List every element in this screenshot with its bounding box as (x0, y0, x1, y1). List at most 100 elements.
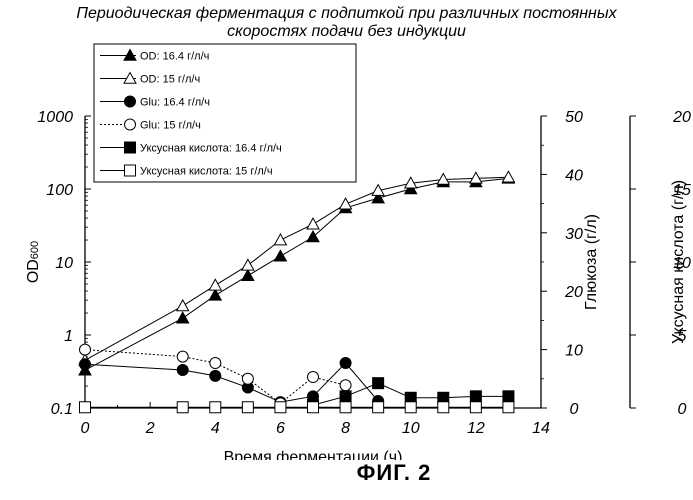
data-point (338, 197, 353, 210)
chart-title-line2: скоростях подачи без индукции (227, 23, 466, 40)
y-left-tick-label: 0.1 (51, 401, 73, 418)
data-point (176, 350, 189, 363)
x-axis-label: Время ферментации (ч) (224, 449, 403, 460)
y-left-tick-label: 1 (64, 328, 73, 345)
data-point (339, 390, 352, 403)
legend-marker (123, 71, 137, 84)
data-point (437, 401, 450, 414)
y-right2-tick-label: 10 (673, 255, 691, 272)
x-tick-label: 2 (145, 420, 155, 437)
data-point (404, 401, 417, 414)
data-point (209, 357, 222, 370)
data-point (208, 278, 223, 291)
data-point (339, 379, 352, 392)
x-tick-label: 14 (532, 420, 550, 437)
y-left-tick-label: 1000 (37, 109, 73, 126)
data-point (372, 401, 385, 414)
y-left-axis-label-sub: 600 (29, 241, 41, 259)
data-point (469, 171, 483, 184)
data-point (501, 170, 516, 183)
data-point (371, 183, 385, 196)
data-point (241, 401, 254, 414)
data-point (175, 311, 190, 324)
series-3 (79, 343, 352, 410)
data-point (371, 191, 385, 204)
y-right1-axis-label: Глюкоза (г/л) (583, 214, 600, 310)
legend-entry-label: OD: 16.4 г/л/ч (140, 51, 209, 63)
y-left-tick-label: 10 (55, 255, 73, 272)
x-tick-label: 12 (467, 420, 485, 437)
x-tick-label: 4 (211, 420, 220, 437)
y-left-axis-label: OD600 (25, 241, 42, 283)
data-point (306, 217, 320, 230)
data-point (208, 288, 223, 301)
y-right1-tick-label: 20 (564, 284, 583, 301)
x-tick-label: 10 (402, 420, 420, 437)
data-point (436, 172, 451, 185)
y-left-tick-label: 100 (46, 182, 73, 199)
legend-marker (124, 164, 136, 177)
series-2 (79, 357, 385, 409)
chart-marks (78, 170, 516, 414)
data-point (79, 343, 91, 356)
chart-axes: 0 2 4 6 8 10 12 14 0.1 1 10 100 1000 0 10 20 30 40 50 0 5 10 1… (25, 109, 691, 460)
legend-entry-label: Glu: 16.4 г/л/ч (140, 97, 210, 109)
data-point (241, 268, 255, 281)
y-right1-tick-label: 10 (565, 343, 583, 360)
legend-box (93, 43, 357, 183)
y-left-axis-label-main: OD (25, 259, 42, 283)
data-point (339, 401, 352, 414)
y-right2-tick-label: 20 (672, 109, 691, 126)
y-right2-axis-label: Уксусная кислота (г/л) (670, 180, 687, 344)
series-5 (79, 401, 515, 414)
legend-entry-label: Уксусная кислота: 16.4 г/л/ч (140, 143, 282, 155)
data-point (176, 364, 189, 377)
legend-entry-label: OD: 15 г/л/ч (140, 74, 200, 86)
x-tick-label: 6 (276, 420, 285, 437)
y-right2-tick-label: 0 (678, 401, 687, 418)
data-point (306, 229, 320, 243)
chart-title-line1: Периодическая ферментация с подпиткой пр… (76, 5, 617, 22)
y-right1-tick-label: 30 (565, 226, 583, 243)
series-line (84, 177, 509, 371)
data-point (469, 401, 482, 414)
series-1 (78, 170, 516, 366)
data-point (339, 357, 352, 370)
x-tick-label: 0 (81, 420, 90, 437)
chart-legend: OD: 16.4 г/л/ч OD: 15 г/л/ч Glu: 16.4 г/л/… (93, 43, 357, 183)
series-line (84, 176, 509, 361)
data-point (403, 176, 418, 189)
data-point (307, 371, 319, 384)
y-right1-tick-label: 50 (565, 109, 583, 126)
chart-svg: 0 2 4 6 8 10 12 14 0.1 1 10 100 1000 0 10 20 30 40 50 0 5 10 1… (25, 43, 691, 460)
data-point (175, 298, 190, 312)
data-point (502, 390, 515, 403)
data-point (209, 369, 222, 382)
data-point (307, 401, 319, 414)
data-point (241, 372, 254, 385)
y-right1-tick-label: 0 (570, 401, 579, 418)
data-point (273, 232, 288, 246)
y-right2-tick-label: 5 (678, 328, 687, 345)
data-point (209, 401, 222, 414)
data-point (176, 401, 189, 414)
data-point (241, 258, 255, 271)
data-point (273, 249, 288, 262)
data-point (79, 401, 91, 414)
y-right2-tick-label: 15 (673, 182, 691, 199)
legend-marker (124, 95, 136, 108)
data-point (469, 390, 482, 403)
legend-marker (124, 141, 136, 154)
series-0 (78, 171, 516, 376)
figure-label: ФИГ. 2 (356, 460, 432, 485)
x-tick-label: 8 (341, 420, 350, 437)
data-point (372, 377, 385, 390)
legend-marker (123, 48, 137, 61)
legend-entry-label: Glu: 15 г/л/ч (140, 120, 201, 132)
series-line (84, 362, 379, 403)
data-point (502, 401, 515, 414)
y-right1-tick-label: 40 (565, 167, 583, 184)
legend-marker (124, 118, 136, 131)
legend-entry-label: Уксусная кислота: 15 г/л/ч (140, 166, 273, 178)
data-point (79, 358, 91, 371)
